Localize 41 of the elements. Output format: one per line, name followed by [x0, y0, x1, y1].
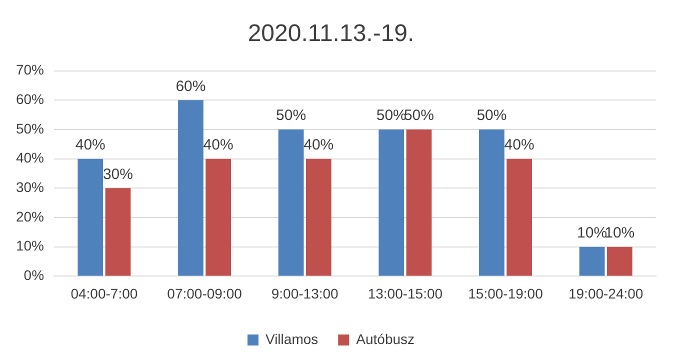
x-tick-label: 19:00-24:00 — [568, 285, 644, 302]
x-tick-label: 13:00-15:00 — [368, 285, 443, 302]
bar — [206, 158, 232, 276]
data-label: 30% — [102, 166, 133, 183]
x-tick-label: 04:00-7:00 — [70, 285, 138, 302]
bar — [579, 246, 605, 276]
data-label: 10% — [577, 224, 608, 242]
bar — [78, 158, 104, 276]
y-tick-label: 20% — [16, 208, 44, 224]
bar — [306, 158, 332, 276]
data-label: 50% — [476, 107, 507, 124]
y-tick-label: 60% — [16, 91, 44, 107]
data-label: 50% — [276, 107, 306, 124]
y-tick-label: 10% — [16, 238, 44, 254]
bar — [479, 129, 504, 276]
bar — [606, 246, 632, 276]
chart-title: 2020.11.13.-19. — [248, 20, 414, 48]
x-tick-label: 15:00-19:00 — [468, 285, 544, 302]
y-tick-label: 40% — [16, 150, 44, 166]
data-label: 60% — [176, 78, 206, 95]
y-tick-label: 0% — [24, 267, 44, 284]
y-tick-label: 30% — [16, 179, 44, 196]
bar — [506, 158, 532, 276]
data-label: 50% — [404, 107, 434, 124]
x-tick-label: 07:00-09:00 — [167, 285, 242, 302]
bar — [378, 129, 404, 276]
x-tick-label: 9:00-13:00 — [271, 285, 339, 302]
bar — [278, 129, 304, 276]
data-label: 40% — [304, 136, 334, 154]
legend-label: Autóbusz — [356, 330, 415, 347]
data-label: 50% — [376, 107, 406, 124]
data-label: 40% — [75, 136, 106, 154]
y-tick-label: 70% — [16, 62, 44, 78]
data-label: 10% — [604, 224, 635, 242]
bar — [105, 188, 131, 276]
bar — [178, 100, 204, 276]
bar — [406, 129, 432, 276]
y-tick-label: 50% — [16, 120, 44, 136]
data-label: 40% — [203, 136, 234, 154]
data-label: 40% — [504, 136, 534, 154]
legend-label: Villamos — [265, 330, 318, 347]
